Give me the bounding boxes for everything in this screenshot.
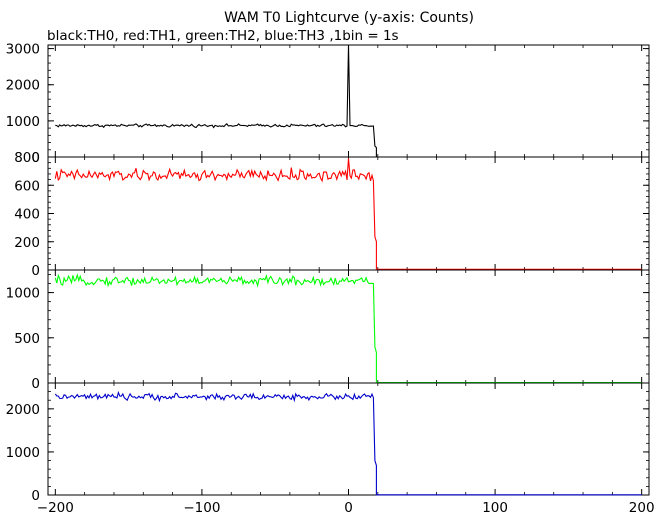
x-tick-label: −100 [183,500,220,515]
panel-th0: 0 1000 2000 3000 [6,42,650,166]
x-tick-label: −200 [37,500,74,515]
y-tick-label: 0 [31,263,40,279]
chart-subtitle: black:TH0, red:TH1, green:TH2, blue:TH3 … [47,28,399,44]
panels-group: 0100020003000020040060080005001000010002… [6,42,655,515]
series-line-th1 [54,158,642,270]
y-tick-label: 800 [14,150,40,166]
y-tick-label: 1000 [6,286,40,302]
y-tick-label: 400 [14,207,40,223]
x-tick-label: 100 [482,500,508,515]
y-tick-label: 600 [14,178,40,194]
panel-th2: 0 500 1000 [6,269,650,392]
series-line-th0 [55,44,642,158]
panel-frame [47,269,650,384]
x-tick-label: 0 [344,500,353,515]
y-tick-label: 2000 [6,402,40,418]
panel-frame [47,156,650,271]
panel-th3: 0 1000 2000 [6,382,650,504]
y-tick-label: 3000 [6,42,40,58]
panel-frame [47,382,650,496]
y-tick-label: 0 [31,376,40,392]
series-line-th3 [54,390,642,496]
y-tick-label: 1000 [6,445,40,461]
y-tick-label: 0 [31,488,40,504]
x-tick-label: 200 [629,500,655,515]
y-tick-label: 1000 [6,114,40,130]
y-tick-label: 500 [14,331,40,347]
y-tick-label: 0 [31,150,40,166]
chart-title: WAM T0 Lightcurve (y-axis: Counts) [224,10,474,26]
series-line-th2 [54,273,642,384]
panel-th1: 0 200 400 600 800 [14,150,650,279]
y-tick-label: 2000 [6,78,40,94]
y-tick-label: 200 [14,235,40,251]
